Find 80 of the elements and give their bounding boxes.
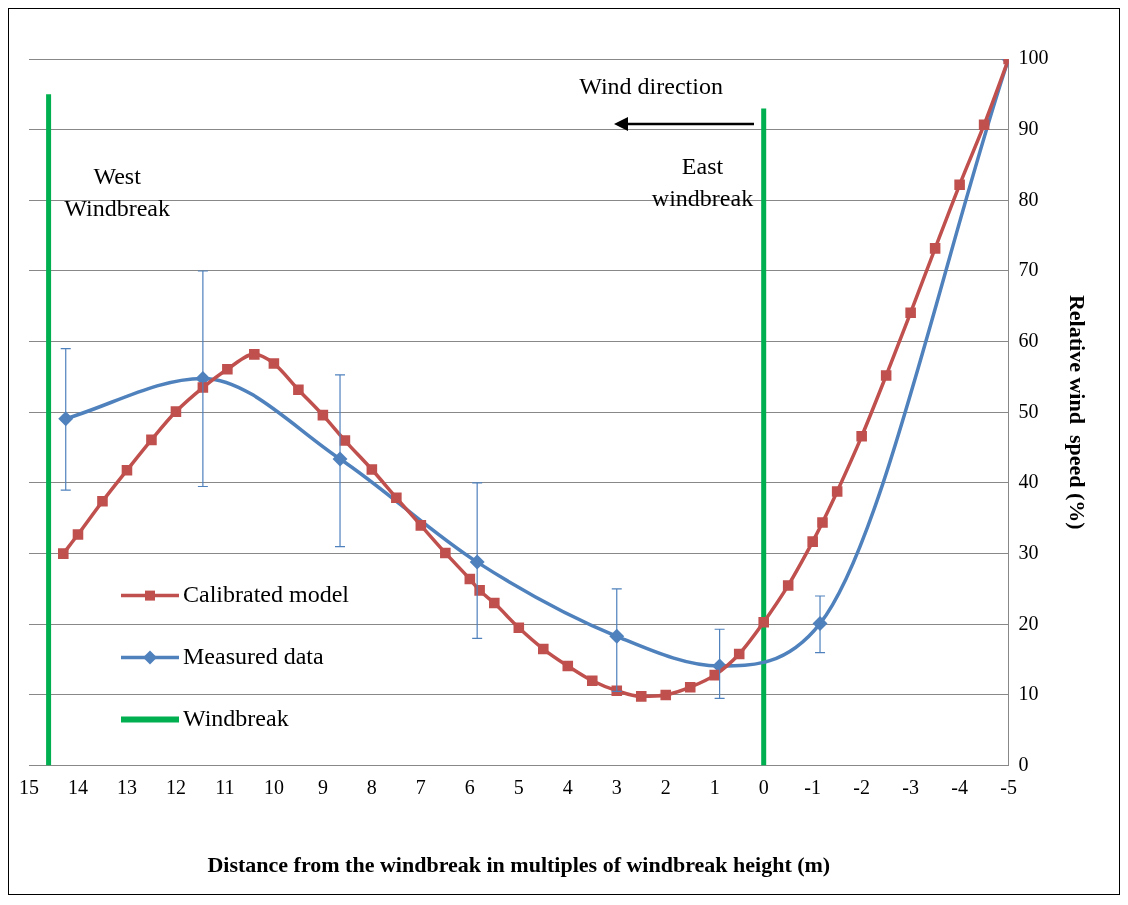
point (415, 520, 427, 531)
x-axis-title: Distance from the windbreak in multiples of windbreak height (m) (207, 852, 831, 878)
annotation: Wind direction (579, 73, 723, 99)
x-tick-label: 7 (415, 775, 426, 798)
point (170, 406, 182, 417)
point (684, 681, 696, 693)
y-tick-label: 60 (1018, 328, 1039, 351)
y-tick-label: 40 (1018, 470, 1039, 493)
point (733, 648, 745, 660)
point (660, 689, 672, 701)
point (97, 496, 108, 507)
x-tick-label: 9 (317, 775, 328, 798)
x-tick-label: 11 (215, 775, 235, 798)
point (807, 536, 818, 547)
point (954, 179, 965, 191)
x-tick-label: 0 (758, 775, 769, 798)
x-tick-label: 15 (19, 775, 39, 798)
y-tick-label: 10 (1018, 682, 1039, 705)
point (856, 431, 867, 442)
point (58, 548, 69, 559)
y-tick-label: 30 (1018, 540, 1039, 563)
x-tick-label: -4 (951, 775, 968, 798)
x-tick-label: 4 (562, 775, 573, 798)
x-tick-label: -5 (1000, 775, 1017, 798)
point (905, 307, 916, 318)
x-tick-label: 14 (67, 775, 88, 798)
legend-label: Measured data (183, 642, 324, 669)
point (58, 411, 73, 426)
point (610, 629, 624, 644)
point (978, 119, 990, 130)
point (293, 384, 304, 395)
y-axis-title: Relative wind speed (%) (1065, 294, 1091, 530)
point (586, 675, 598, 687)
point (249, 349, 260, 360)
x-tick-label: -3 (902, 775, 919, 798)
point (146, 434, 157, 446)
annotation: East windbreak (651, 153, 754, 211)
point (513, 622, 525, 634)
x-tick-label: 10 (263, 775, 284, 798)
point (121, 464, 133, 476)
point (831, 486, 843, 497)
point (635, 691, 647, 702)
y-tick-label: 70 (1018, 258, 1039, 281)
point (440, 547, 451, 559)
point (929, 243, 941, 254)
legend-label: Windbreak (183, 704, 289, 731)
y-tick-label: 0 (1018, 752, 1029, 775)
y-tick-label: 90 (1018, 116, 1039, 139)
point (72, 529, 84, 540)
x-tick-label: 13 (116, 775, 137, 798)
point (562, 660, 574, 672)
point (470, 555, 484, 569)
y-tick-label: 20 (1018, 611, 1039, 634)
annotation: West Windbreak (64, 163, 170, 221)
x-tick-label: 8 (366, 775, 377, 798)
y-tick-label: 50 (1018, 399, 1039, 422)
point (268, 358, 280, 369)
point (222, 363, 233, 375)
x-tick-label: 3 (611, 775, 622, 798)
point (317, 409, 329, 421)
y-tick-label: 80 (1018, 187, 1039, 210)
x-tick-label: 6 (464, 775, 475, 798)
point (366, 464, 378, 475)
point (758, 616, 769, 628)
x-tick-label: 12 (165, 775, 186, 798)
x-tick-label: -2 (853, 775, 870, 798)
point (817, 517, 828, 528)
point (464, 573, 476, 585)
x-tick-label: 1 (709, 775, 720, 798)
x-tick-label: -1 (804, 775, 822, 798)
point (538, 643, 549, 655)
x-tick-label: 5 (513, 775, 524, 798)
y-tick-label: 100 (1018, 46, 1049, 69)
point (339, 435, 351, 446)
x-tick-label: 2 (660, 775, 671, 798)
point (489, 597, 500, 609)
point (880, 370, 892, 381)
point (782, 580, 794, 591)
point (391, 492, 402, 504)
legend-label: Calibrated model (183, 580, 350, 607)
